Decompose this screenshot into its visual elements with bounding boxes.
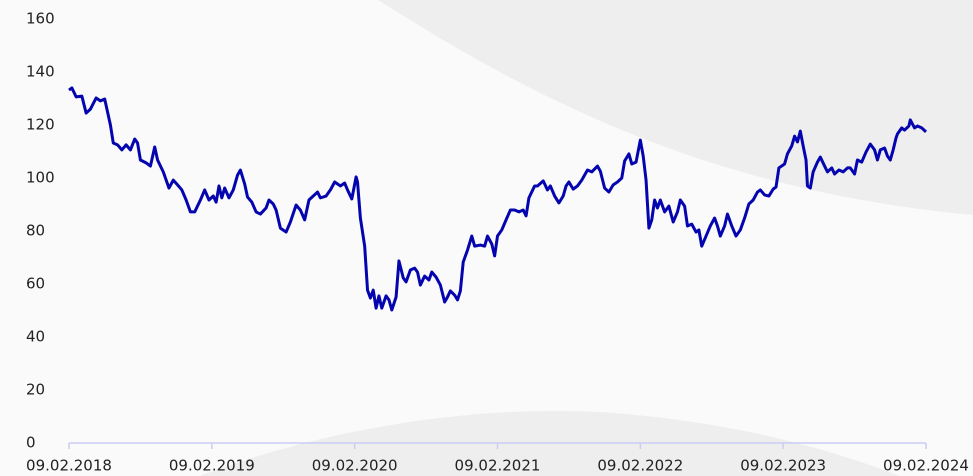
background-shape (378, 0, 973, 215)
y-tick-label: 0 (26, 434, 36, 452)
y-tick-label: 140 (26, 63, 55, 81)
y-tick-label: 40 (26, 328, 45, 346)
x-tick-label: 09.02.2022 (597, 457, 683, 475)
x-tick-label: 09.02.2019 (169, 457, 255, 475)
price-line (68, 86, 928, 312)
y-tick-label: 60 (26, 275, 45, 293)
y-tick-label: 120 (26, 116, 55, 134)
y-tick-label: 20 (26, 381, 45, 399)
y-tick-label: 160 (26, 10, 55, 28)
x-tick-label: 09.02.2018 (26, 457, 112, 475)
y-tick-label: 80 (26, 222, 45, 240)
x-tick-label: 09.02.2021 (455, 457, 541, 475)
y-tick-label: 100 (26, 169, 55, 187)
x-tick-label: 09.02.2024 (883, 457, 969, 475)
x-tick-label: 09.02.2023 (740, 457, 826, 475)
x-tick-label: 09.02.2020 (312, 457, 398, 475)
